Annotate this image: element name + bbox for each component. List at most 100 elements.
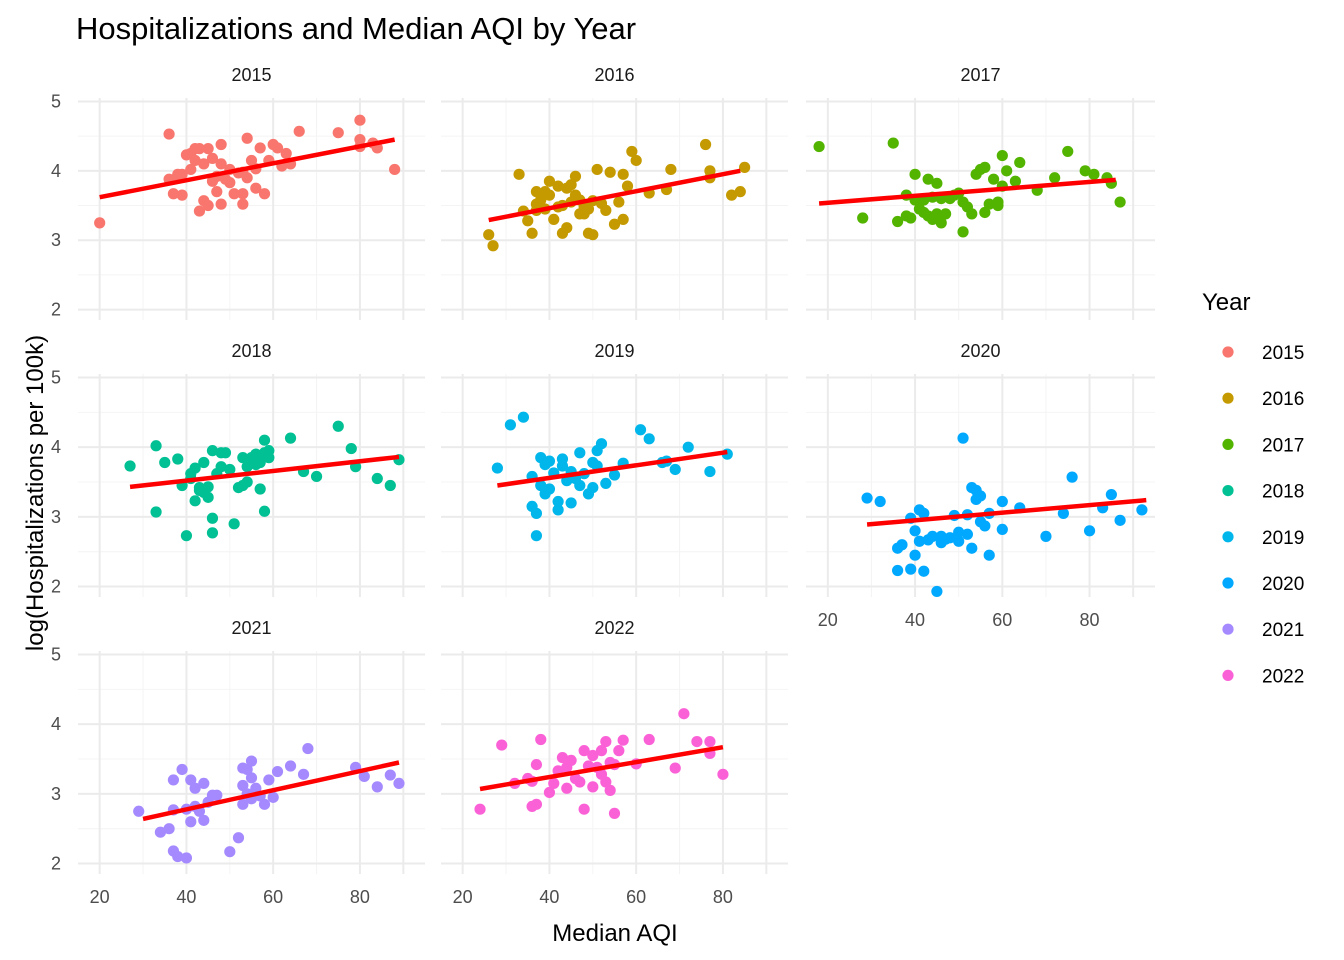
regression-line bbox=[142, 760, 400, 822]
data-point bbox=[176, 763, 188, 776]
data-point bbox=[600, 776, 612, 788]
data-point bbox=[228, 188, 240, 200]
legend-label: 2018 bbox=[1262, 482, 1304, 503]
data-point bbox=[608, 218, 621, 230]
data-point bbox=[704, 735, 716, 748]
data-point bbox=[587, 481, 599, 494]
data-point bbox=[608, 807, 621, 819]
data-point bbox=[245, 772, 258, 784]
data-point bbox=[185, 163, 197, 176]
data-point bbox=[992, 199, 1004, 212]
data-point bbox=[202, 491, 214, 503]
data-point bbox=[996, 149, 1008, 162]
data-point bbox=[185, 816, 197, 828]
data-point bbox=[669, 463, 681, 476]
data-point bbox=[206, 512, 219, 524]
data-point bbox=[513, 168, 525, 180]
x-tick-label: 20 bbox=[818, 610, 838, 630]
regression-line bbox=[488, 168, 741, 223]
data-point bbox=[258, 505, 271, 517]
data-point bbox=[565, 179, 577, 191]
data-point bbox=[219, 447, 232, 459]
data-point bbox=[704, 465, 716, 478]
data-point bbox=[496, 739, 508, 751]
legend-item-2019: 2019 bbox=[1222, 528, 1304, 549]
data-point bbox=[245, 755, 258, 767]
data-point bbox=[600, 204, 612, 216]
data-point bbox=[271, 765, 284, 778]
data-point bbox=[691, 735, 703, 748]
data-point bbox=[237, 198, 249, 210]
regression-line bbox=[818, 177, 1116, 206]
data-point bbox=[617, 168, 629, 180]
y-tick-label: 2 bbox=[51, 577, 61, 597]
data-point bbox=[491, 462, 503, 474]
data-point bbox=[813, 140, 825, 153]
data-point bbox=[582, 203, 595, 215]
data-point bbox=[548, 777, 560, 790]
data-point bbox=[198, 777, 210, 790]
data-point bbox=[384, 479, 396, 492]
data-point bbox=[608, 469, 621, 481]
data-point bbox=[487, 240, 499, 252]
data-point bbox=[957, 226, 969, 238]
facet-label: 2017 bbox=[960, 65, 1000, 85]
data-point bbox=[180, 852, 193, 864]
data-point bbox=[1001, 165, 1013, 177]
data-point bbox=[206, 445, 219, 457]
data-point bbox=[931, 208, 943, 220]
data-point bbox=[944, 532, 956, 544]
data-point bbox=[983, 549, 995, 561]
legend-title: Year bbox=[1202, 289, 1251, 316]
x-tick-label: 40 bbox=[176, 887, 196, 907]
data-point bbox=[626, 145, 638, 158]
data-point bbox=[561, 222, 573, 234]
data-point bbox=[250, 448, 262, 460]
data-point bbox=[909, 525, 921, 537]
data-point bbox=[548, 213, 560, 226]
data-point bbox=[354, 114, 366, 126]
data-point bbox=[371, 781, 383, 793]
data-point bbox=[159, 456, 171, 469]
data-point bbox=[587, 229, 599, 241]
legend-item-2016: 2016 bbox=[1222, 389, 1304, 410]
data-point bbox=[1114, 514, 1126, 526]
data-point bbox=[543, 189, 556, 201]
legend-item-2015: 2015 bbox=[1222, 343, 1304, 364]
data-point bbox=[613, 196, 625, 208]
data-point bbox=[1083, 525, 1096, 537]
data-point bbox=[896, 539, 908, 551]
y-tick-label: 4 bbox=[51, 161, 61, 181]
data-point bbox=[522, 215, 534, 227]
data-point bbox=[966, 208, 978, 220]
y-tick-label: 2 bbox=[51, 300, 61, 320]
data-point bbox=[552, 495, 564, 508]
data-point bbox=[918, 565, 930, 577]
data-point bbox=[996, 523, 1008, 536]
data-point bbox=[734, 186, 746, 198]
facet-panel-2021: 2021 2 3 4 5 20 40 60 80 bbox=[51, 618, 425, 907]
legend-swatch bbox=[1222, 346, 1234, 358]
data-point bbox=[271, 142, 284, 154]
data-point bbox=[254, 456, 266, 469]
legend-label: 2021 bbox=[1262, 620, 1304, 641]
data-point bbox=[922, 173, 934, 185]
x-tick-label: 20 bbox=[90, 887, 110, 907]
x-tick-label: 80 bbox=[713, 887, 733, 907]
data-point bbox=[206, 152, 219, 164]
legend-item-2017: 2017 bbox=[1222, 435, 1304, 456]
data-point bbox=[371, 472, 383, 485]
data-point bbox=[254, 483, 266, 495]
data-point bbox=[215, 158, 227, 170]
legend-label: 2016 bbox=[1262, 389, 1304, 410]
data-point bbox=[909, 168, 921, 180]
y-tick-label: 5 bbox=[51, 644, 61, 664]
x-tick-label: 60 bbox=[263, 887, 283, 907]
data-point bbox=[1105, 488, 1117, 501]
data-point bbox=[535, 733, 547, 746]
data-point bbox=[237, 779, 249, 792]
data-point bbox=[211, 186, 223, 198]
data-point bbox=[717, 768, 729, 780]
data-point bbox=[535, 479, 547, 492]
